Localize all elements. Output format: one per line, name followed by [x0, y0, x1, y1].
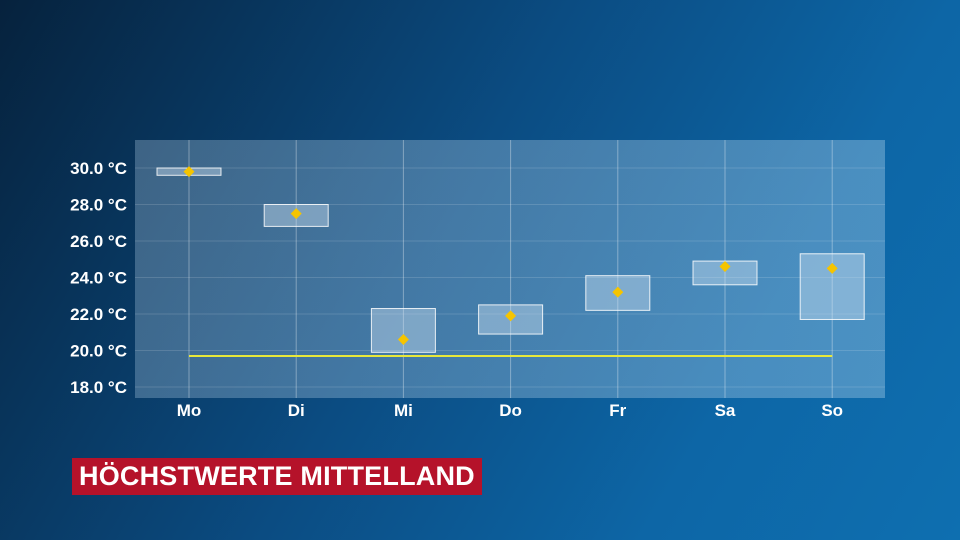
x-tick-label: Di: [288, 401, 305, 420]
expected-value-marker: [183, 166, 195, 178]
x-tick-label: Mo: [177, 401, 202, 420]
expected-value-marker: [612, 286, 624, 298]
x-tick-label: Mi: [394, 401, 413, 420]
y-tick-label: 26.0 °C: [70, 232, 127, 251]
y-tick-label: 18.0 °C: [70, 378, 127, 397]
y-tick-label: 24.0 °C: [70, 269, 127, 288]
y-tick-label: 30.0 °C: [70, 159, 127, 178]
expected-value-marker: [290, 208, 302, 220]
expected-value-marker: [505, 310, 517, 322]
y-tick-label: 20.0 °C: [70, 342, 127, 361]
range-box: [370, 308, 436, 353]
expected-value-marker: [397, 334, 409, 346]
x-tick-label: Do: [499, 401, 522, 420]
y-tick-label: 28.0 °C: [70, 196, 127, 215]
x-tick-label: Sa: [715, 401, 736, 420]
expected-value-marker: [826, 262, 838, 274]
x-tick-label: Fr: [609, 401, 626, 420]
y-tick-label: 22.0 °C: [70, 305, 127, 324]
x-tick-label: So: [821, 401, 843, 420]
chart-title-banner: HÖCHSTWERTE MITTELLAND: [72, 458, 482, 495]
chart-title: HÖCHSTWERTE MITTELLAND: [79, 461, 475, 491]
expected-value-marker: [719, 261, 731, 273]
